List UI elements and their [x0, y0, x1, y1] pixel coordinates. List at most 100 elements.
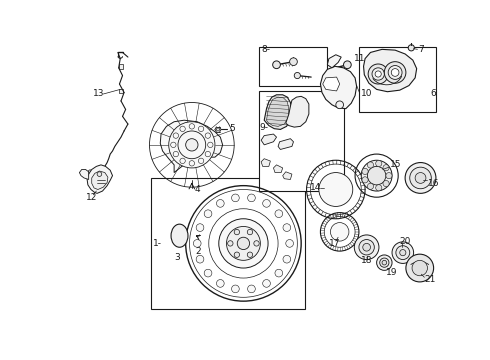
Circle shape: [247, 194, 255, 202]
Circle shape: [383, 165, 389, 171]
Text: 6: 6: [431, 89, 436, 98]
Bar: [359, 47, 436, 112]
Circle shape: [217, 280, 224, 287]
Circle shape: [173, 152, 178, 157]
Circle shape: [232, 285, 239, 293]
Circle shape: [290, 58, 297, 66]
Circle shape: [286, 239, 294, 247]
Circle shape: [97, 172, 102, 176]
Circle shape: [217, 128, 220, 131]
Bar: [259, 91, 343, 191]
Circle shape: [228, 241, 233, 246]
Text: 10: 10: [361, 89, 372, 98]
Bar: [151, 178, 305, 309]
Circle shape: [173, 230, 186, 242]
Circle shape: [362, 168, 368, 175]
Circle shape: [384, 62, 406, 83]
Circle shape: [275, 269, 283, 277]
Circle shape: [234, 229, 240, 235]
Circle shape: [336, 101, 343, 109]
Text: 19: 19: [386, 268, 397, 277]
Circle shape: [376, 185, 382, 191]
Circle shape: [194, 239, 201, 247]
Circle shape: [415, 172, 426, 183]
Text: 20: 20: [400, 237, 411, 246]
Circle shape: [254, 241, 259, 246]
Circle shape: [410, 167, 431, 189]
Circle shape: [186, 139, 198, 151]
Polygon shape: [261, 134, 276, 145]
Circle shape: [237, 237, 249, 249]
Circle shape: [408, 45, 415, 51]
Polygon shape: [160, 120, 222, 172]
Polygon shape: [273, 165, 283, 172]
Text: 4: 4: [195, 185, 200, 194]
Polygon shape: [264, 95, 292, 130]
Circle shape: [204, 269, 212, 277]
Text: 2: 2: [195, 247, 200, 256]
Circle shape: [400, 249, 406, 256]
Text: 11: 11: [354, 54, 365, 63]
Polygon shape: [364, 49, 416, 92]
Bar: [259, 47, 326, 86]
Circle shape: [205, 133, 211, 138]
Circle shape: [396, 246, 410, 260]
Circle shape: [406, 254, 434, 282]
Circle shape: [362, 177, 368, 183]
Polygon shape: [92, 171, 108, 189]
Circle shape: [388, 66, 402, 80]
Text: 13: 13: [93, 89, 105, 98]
Text: 17: 17: [329, 239, 341, 248]
Polygon shape: [267, 97, 289, 126]
Polygon shape: [261, 159, 270, 166]
Circle shape: [294, 72, 300, 78]
Circle shape: [354, 235, 379, 260]
Circle shape: [196, 255, 204, 263]
Circle shape: [234, 252, 240, 257]
Text: 21: 21: [424, 275, 436, 284]
Circle shape: [232, 194, 239, 202]
Circle shape: [343, 61, 351, 69]
Circle shape: [330, 222, 349, 241]
Circle shape: [226, 226, 260, 260]
Circle shape: [247, 252, 253, 257]
Polygon shape: [320, 66, 357, 109]
Polygon shape: [278, 139, 294, 149]
Circle shape: [368, 162, 373, 168]
Circle shape: [386, 172, 392, 179]
Circle shape: [189, 161, 195, 166]
Circle shape: [205, 152, 211, 157]
Polygon shape: [79, 170, 89, 180]
Circle shape: [377, 255, 392, 270]
Circle shape: [219, 219, 268, 268]
Text: 18: 18: [361, 256, 372, 265]
Circle shape: [217, 199, 224, 207]
Circle shape: [180, 158, 185, 163]
Circle shape: [363, 243, 370, 251]
Circle shape: [283, 224, 291, 231]
Circle shape: [208, 142, 213, 148]
Circle shape: [361, 160, 392, 191]
Circle shape: [189, 124, 195, 129]
Circle shape: [375, 71, 381, 77]
Ellipse shape: [171, 224, 188, 247]
Bar: [119, 89, 123, 93]
Circle shape: [198, 158, 204, 163]
Circle shape: [319, 172, 353, 206]
Circle shape: [171, 142, 176, 148]
Text: 9-: 9-: [260, 123, 269, 132]
Circle shape: [196, 224, 204, 231]
Text: 7: 7: [418, 45, 424, 54]
Circle shape: [405, 163, 436, 193]
Circle shape: [359, 239, 374, 255]
Circle shape: [272, 61, 280, 69]
Polygon shape: [87, 165, 113, 193]
Circle shape: [376, 161, 382, 167]
Circle shape: [263, 280, 270, 287]
Polygon shape: [323, 77, 340, 91]
Circle shape: [380, 258, 389, 267]
Circle shape: [382, 260, 387, 265]
Circle shape: [88, 170, 92, 174]
Circle shape: [263, 199, 270, 207]
Circle shape: [372, 68, 384, 80]
